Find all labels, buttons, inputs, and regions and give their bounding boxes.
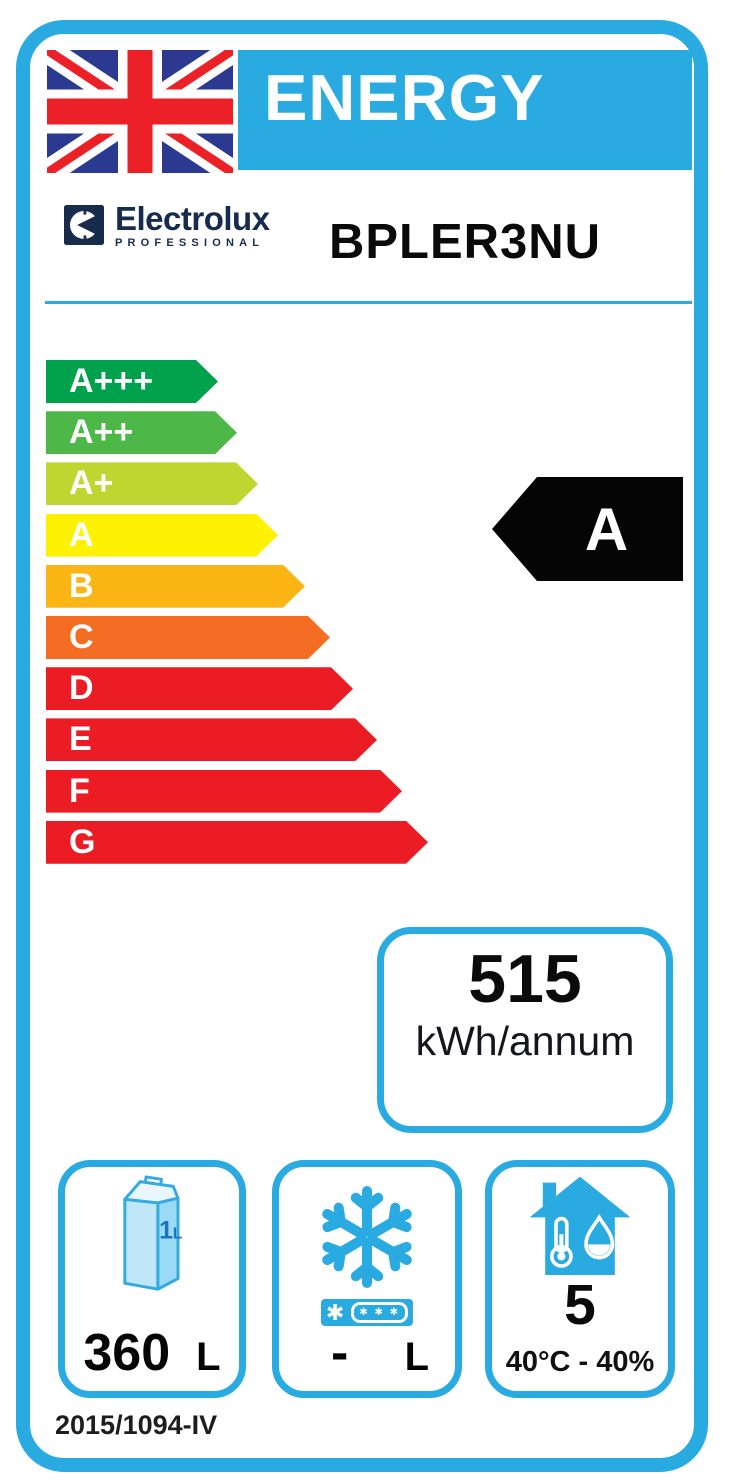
freezer-star-rating: ✱ ✱ ✱ ✱ bbox=[321, 1299, 413, 1326]
rating-row-label: C bbox=[69, 618, 94, 656]
fridge-volume-unit: L bbox=[196, 1335, 221, 1379]
energy-banner-label: ENERGY bbox=[264, 60, 545, 134]
freezer-volume-unit: L bbox=[404, 1335, 429, 1379]
rating-row-label: G bbox=[69, 822, 96, 861]
uk-flag-icon bbox=[47, 50, 233, 173]
rating-row-A+: A+ bbox=[46, 462, 258, 505]
rating-row-F: F bbox=[46, 770, 402, 813]
climate-class-box: 5 40°C - 40% bbox=[485, 1160, 675, 1398]
rating-row-label: A++ bbox=[69, 413, 134, 452]
rating-row-label: D bbox=[69, 669, 94, 708]
electrolux-symbol-icon bbox=[64, 205, 104, 245]
rating-row-G: G bbox=[46, 821, 428, 864]
milk-carton-icon: 1L bbox=[123, 1175, 182, 1291]
rating-arrow-grade: A bbox=[584, 495, 629, 563]
house-climate-icon bbox=[529, 1176, 631, 1275]
climate-condition: 40°C - 40% bbox=[505, 1346, 655, 1378]
regulation-reference: 2015/1094-IV bbox=[55, 1410, 218, 1440]
rating-row-E: E bbox=[46, 718, 377, 761]
brand-subtitle: PROFESSIONAL bbox=[115, 237, 265, 249]
freezer-volume-row: - L bbox=[279, 1327, 455, 1379]
rating-row-A+++: A+++ bbox=[46, 360, 218, 403]
rating-row-C: C bbox=[46, 616, 330, 659]
rating-row-A: A bbox=[46, 514, 278, 557]
fridge-volume-row: 360 L bbox=[83, 1327, 220, 1379]
climate-class-value: 5 bbox=[564, 1273, 596, 1337]
energy-banner: ENERGY bbox=[238, 50, 692, 170]
model-number: BPLER3NU bbox=[328, 215, 602, 269]
snowflake-icon bbox=[322, 1186, 412, 1288]
rating-row-label: A bbox=[69, 515, 94, 554]
rating-row-A++: A++ bbox=[46, 411, 237, 454]
brand-name: Electrolux bbox=[115, 200, 270, 237]
rating-row-label: A+ bbox=[69, 464, 114, 503]
star-icon: ✱ bbox=[325, 1299, 345, 1325]
brand-wordmark: Electrolux PROFESSIONAL bbox=[115, 200, 270, 249]
rating-row-B: B bbox=[46, 565, 305, 608]
fridge-volume-value: 360 bbox=[83, 1324, 171, 1382]
consumption-unit: kWh/annum bbox=[415, 1018, 635, 1064]
rating-arrow: A bbox=[492, 477, 683, 581]
rating-row-label: A+++ bbox=[69, 362, 154, 400]
header-divider bbox=[45, 301, 692, 304]
fridge-volume-box: 1L 360 L bbox=[58, 1160, 246, 1398]
consumption-value: 515 bbox=[468, 941, 582, 1017]
star-pill: ✱ ✱ ✱ bbox=[351, 1302, 409, 1323]
rating-row-label: B bbox=[69, 566, 94, 605]
rating-row-label: F bbox=[69, 771, 90, 810]
rating-scale: A+++ A++ A+ A B C D E F G bbox=[46, 360, 446, 870]
label-border bbox=[16, 20, 708, 1472]
freezer-volume-box: ✱ ✱ ✱ ✱ - L bbox=[272, 1160, 462, 1398]
rating-row-label: E bbox=[69, 720, 92, 759]
consumption-box: 515 kWh/annum bbox=[377, 927, 673, 1133]
freezer-volume-value: - bbox=[331, 1324, 349, 1382]
rating-row-D: D bbox=[46, 667, 353, 710]
brand-logo: Electrolux PROFESSIONAL bbox=[64, 200, 270, 249]
